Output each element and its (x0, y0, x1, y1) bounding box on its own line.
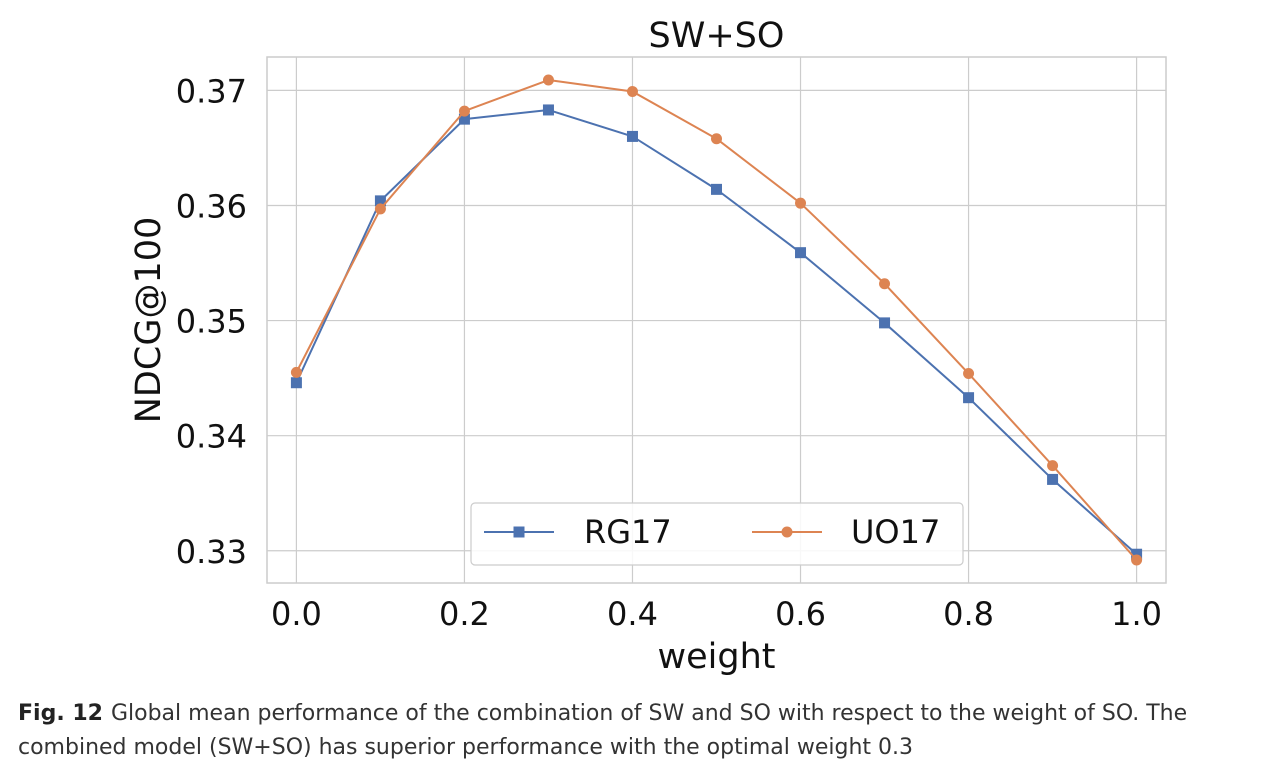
data-point-rg17 (795, 247, 807, 259)
y-tick-label: 0.36 (176, 187, 247, 225)
data-point-rg17 (542, 104, 554, 116)
line-chart: 0.330.340.350.360.37 0.0 0.2 0.4 0.6 0.8 1.0 … (129, 16, 1167, 677)
data-point-uo17 (879, 278, 891, 290)
series-group (290, 74, 1143, 566)
data-point-uo17 (542, 74, 554, 86)
data-point-uo17 (374, 203, 386, 215)
data-point-uo17 (626, 86, 638, 98)
legend-entry-rg17: RG17 (484, 513, 672, 551)
y-tick-label: 0.34 (176, 418, 247, 456)
chart-title: SW+SO (649, 16, 785, 56)
data-point-uo17 (711, 133, 722, 145)
data-point-rg17 (879, 317, 891, 329)
y-tick-label: 0.37 (176, 72, 247, 110)
caption-label: Fig. 12 (18, 701, 103, 726)
y-axis-label: NDCG@100 (129, 217, 169, 424)
data-point-uo17 (795, 197, 807, 209)
x-tick-label: 0.0 (271, 595, 322, 633)
legend-entry-uo17: UO17 (752, 513, 940, 551)
x-tick-label: 1.0 (1111, 595, 1162, 633)
data-point-rg17 (458, 113, 470, 125)
caption-text: Global mean performance of the combinati… (18, 701, 1188, 760)
data-point-uo17 (963, 368, 975, 380)
grid-lines (267, 57, 1166, 583)
x-tick-labels: 0.0 0.2 0.4 0.6 0.8 1.0 (271, 595, 1162, 633)
legend-label-uo17: UO17 (851, 513, 940, 551)
x-axis-label: weight (657, 637, 775, 677)
y-tick-labels: 0.33 0.34 0.35 0.36 0.37 (176, 72, 247, 570)
y-tick-label: 0.35 (176, 303, 247, 341)
data-point-rg17 (290, 377, 302, 389)
legend-marker-rg17 (513, 526, 525, 538)
x-tick-label: 0.4 (607, 595, 658, 633)
data-point-uo17 (458, 105, 470, 117)
data-point-rg17 (1131, 548, 1143, 560)
data-point-rg17 (711, 183, 722, 195)
x-tick-label: 0.8 (943, 595, 994, 633)
figure-caption: Fig. 12 Global mean performance of the co… (18, 697, 1258, 765)
plot-border (266, 56, 1167, 584)
legend-label-rg17: RG17 (584, 513, 672, 551)
x-tick-label: 0.6 (775, 595, 826, 633)
data-point-uo17 (1131, 554, 1143, 566)
y-tick-label: 0.33 (176, 533, 247, 571)
data-point-uo17 (290, 366, 302, 378)
data-point-rg17 (963, 392, 975, 404)
data-point-rg17 (1047, 473, 1059, 485)
legend-marker-uo17 (781, 526, 793, 538)
data-point-rg17 (374, 195, 386, 207)
legend-frame (470, 502, 964, 566)
data-point-uo17 (1047, 460, 1059, 472)
x-tick-label: 0.2 (439, 595, 490, 633)
legend: RG17 UO17 (470, 502, 964, 566)
data-point-rg17 (626, 130, 638, 142)
